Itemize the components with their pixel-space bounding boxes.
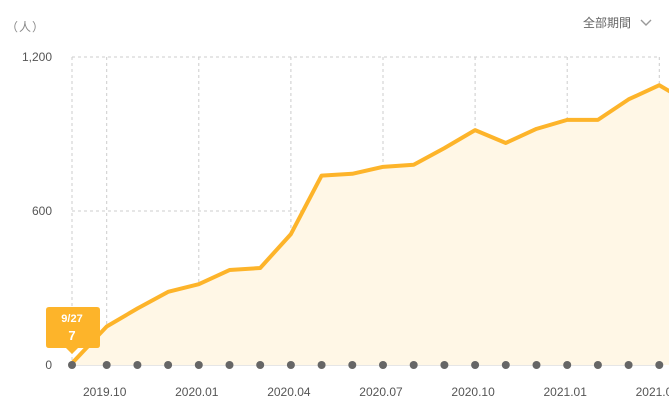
x-point-dot[interactable] xyxy=(133,361,142,369)
x-tick-label: 2020.07 xyxy=(359,385,403,399)
x-tick-label: 2019.10 xyxy=(83,385,127,399)
x-point-dot[interactable] xyxy=(409,361,418,369)
x-point-dot[interactable] xyxy=(317,361,326,369)
x-point-dot[interactable] xyxy=(593,361,602,369)
x-axis: 2019.10 2020.01 2020.04 2020.07 2020.10 2021.… xyxy=(83,385,669,399)
tooltip-date: 9/27 xyxy=(61,313,82,325)
series-line xyxy=(70,83,669,365)
tooltip: 9/27 7 xyxy=(46,307,100,354)
x-point-dot[interactable] xyxy=(563,361,572,369)
x-point-dot[interactable] xyxy=(194,361,203,369)
y-tick-label: 1,200 xyxy=(22,50,52,64)
period-label: 全部期間 xyxy=(582,16,631,30)
x-point-dot[interactable] xyxy=(471,361,480,369)
y-tick-label: 0 xyxy=(45,358,52,372)
area-fill xyxy=(72,85,669,365)
x-point-dot[interactable] xyxy=(225,361,234,369)
x-tick-label: 2021.01 xyxy=(544,385,588,399)
x-tick-label: 2020.10 xyxy=(451,385,495,399)
x-point-dot[interactable] xyxy=(501,361,510,369)
x-tick-label: 2021.04 xyxy=(636,385,669,399)
x-point-dot[interactable] xyxy=(532,361,541,369)
x-point-dot[interactable] xyxy=(102,361,111,369)
x-point-dot[interactable] xyxy=(286,361,295,369)
x-point-dot[interactable] xyxy=(348,361,357,369)
x-tick-label: 2020.04 xyxy=(267,385,311,399)
tooltip-value: 7 xyxy=(68,328,75,343)
period-selector[interactable]: 全部期間 xyxy=(583,14,653,31)
x-point-dot[interactable] xyxy=(68,361,76,369)
unit-label: （人） xyxy=(6,20,46,34)
y-axis: 0 600 1,200 xyxy=(22,50,52,372)
y-tick-label: 600 xyxy=(32,204,52,218)
x-point-dot[interactable] xyxy=(655,361,664,369)
x-tick-label: 2020.01 xyxy=(175,385,219,399)
x-point-dot[interactable] xyxy=(164,361,173,369)
x-point-dot[interactable] xyxy=(440,361,449,369)
chevron-down-icon xyxy=(640,19,652,26)
tooltip-box xyxy=(46,307,100,354)
x-point-dot[interactable] xyxy=(379,361,387,369)
x-point-dot[interactable] xyxy=(624,361,633,369)
x-point-dot[interactable] xyxy=(256,361,265,369)
x-dots xyxy=(68,361,664,369)
